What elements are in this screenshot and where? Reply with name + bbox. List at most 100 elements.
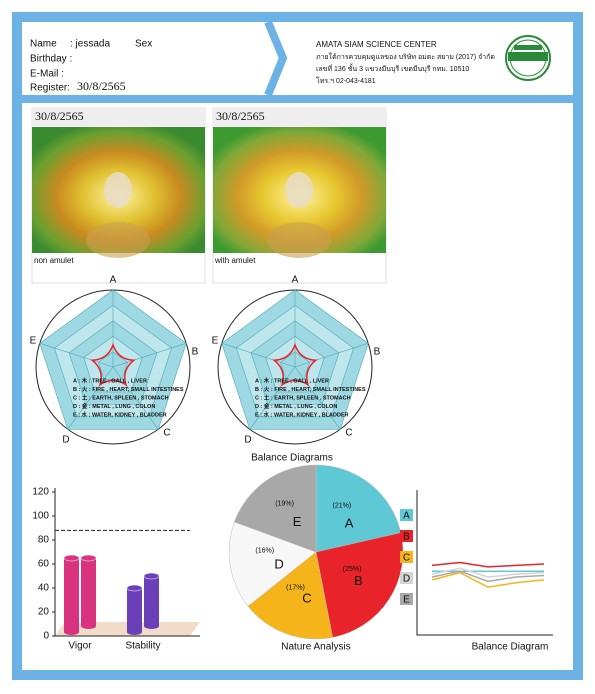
cylinder <box>81 558 96 626</box>
legend-text: D : 金 : METAL , LUNG , COLON <box>73 402 155 410</box>
axis-label: D <box>62 435 69 446</box>
legend-label: D <box>403 574 410 585</box>
y-tick-label: 80 <box>38 535 50 546</box>
axis-label: A <box>292 275 299 286</box>
slice-value: (16%) <box>255 547 274 554</box>
cylinder-top <box>63 554 80 562</box>
balance-star <box>89 342 137 387</box>
axis-label: E <box>212 336 219 347</box>
legend-swatch <box>400 509 413 521</box>
cylinder-base <box>81 623 96 629</box>
name-label: Name <box>30 39 57 50</box>
legend-label: E <box>403 595 410 606</box>
slice-label: A <box>345 515 354 530</box>
slice-label: C <box>302 590 311 605</box>
pie-slice <box>234 464 317 553</box>
axis-label: C <box>345 428 352 439</box>
slice-value: (21%) <box>332 502 351 509</box>
slice-value: (25%) <box>343 566 362 573</box>
radar-spoke <box>294 342 369 368</box>
legend-text: A : 木 : TREE , GALL , LIVER <box>255 376 329 384</box>
caption: with amulet <box>214 256 256 265</box>
frame <box>12 12 583 680</box>
cylinder-top <box>143 572 160 580</box>
y-tick-label: 60 <box>38 559 50 570</box>
silhouette <box>267 222 331 258</box>
email: E-Mail : <box>30 69 64 80</box>
cylinder-base <box>64 629 79 635</box>
legend-text: B : 火 : FIRE , HEART, SMALL INTESTINES <box>73 386 184 393</box>
sex: Sex <box>135 39 152 50</box>
birthday: Birthday : <box>30 54 72 65</box>
y-tick-label: 100 <box>32 511 49 522</box>
pie-slice <box>228 521 317 607</box>
center-name: AMATA SIAM SCIENCE CENTER <box>316 40 437 49</box>
radar-spoke <box>67 366 114 430</box>
register: 30/8/2565 <box>77 79 126 93</box>
divider <box>17 95 578 103</box>
radar-spoke <box>294 366 341 430</box>
series-line <box>431 567 545 578</box>
legend-swatch <box>400 593 413 605</box>
slice-label: B <box>354 573 363 588</box>
axis-label: D <box>244 435 251 446</box>
axis-label: B <box>192 347 199 358</box>
chevron <box>264 20 288 97</box>
axis-label: C <box>163 428 170 439</box>
cylinder <box>64 558 79 632</box>
y-tick-label: 20 <box>38 607 50 618</box>
pie-slice <box>315 532 404 638</box>
y-tick-label: 40 <box>38 583 50 594</box>
date: 30/8/2565 <box>216 109 265 123</box>
chart-title: Nature Analysis <box>281 642 350 653</box>
silhouette <box>86 222 150 258</box>
cylinder <box>127 588 142 632</box>
caption: non amulet <box>34 256 74 265</box>
legend-text: E : 水 : WATER, KIDNEY , BLADDER <box>255 410 349 418</box>
legend-label: B <box>403 532 410 543</box>
series-line <box>431 570 545 583</box>
legend-text: E : 水 : WATER, KIDNEY , BLADDER <box>73 410 167 418</box>
slice-label: E <box>293 514 302 529</box>
logo <box>505 35 551 81</box>
legend-text: A : 木 : TREE , GALL , LIVER <box>73 376 147 384</box>
cylinder <box>144 576 159 626</box>
balance-star <box>271 342 319 387</box>
head <box>104 172 132 208</box>
slice-label: D <box>274 556 283 571</box>
axis-label: B <box>374 347 381 358</box>
series-line <box>431 561 545 568</box>
radar-spoke <box>221 342 296 368</box>
cylinder-base <box>144 623 159 629</box>
legend-label: A <box>403 511 410 522</box>
register-label: Register: <box>30 83 70 94</box>
y-tick-label: 0 <box>43 631 49 642</box>
legend-swatch <box>400 572 413 584</box>
slice-value: (19%) <box>275 501 294 508</box>
y-tick-label: 120 <box>32 487 49 498</box>
legend-text: C : 土 : EARTH, SPLEEN , STOMACH <box>73 393 169 401</box>
address: ภายใต้การควบคุมดูแลของ บริษัท อมตะ สยาม … <box>316 52 495 61</box>
legend-label: C <box>403 553 410 564</box>
radar-spoke <box>112 366 159 430</box>
panel-header <box>32 108 205 126</box>
name: : jessada <box>70 39 110 50</box>
legend-text: C : 土 : EARTH, SPLEEN , STOMACH <box>255 393 351 401</box>
panel-header <box>213 108 386 126</box>
pie-slice <box>247 551 333 640</box>
cylinder-top <box>80 554 97 562</box>
axes <box>416 490 553 636</box>
axis-label: E <box>30 336 37 347</box>
radar-spoke <box>39 342 114 368</box>
x-tick-label: Stability <box>125 641 160 652</box>
radar-spoke <box>112 342 187 368</box>
x-tick-label: Vigor <box>68 641 92 652</box>
chart-title: Balance Diagram <box>472 642 549 653</box>
head <box>285 172 313 208</box>
legend-text: D : 金 : METAL , LUNG , COLON <box>255 402 337 410</box>
radar-title: Balance Diagrams <box>251 453 333 464</box>
slice-value: (17%) <box>286 585 305 592</box>
address: เลขที่ 136 ชั้น 3 แขวงมีนบุรี เขตมีนบุรี… <box>316 62 469 73</box>
legend-swatch <box>400 551 413 563</box>
